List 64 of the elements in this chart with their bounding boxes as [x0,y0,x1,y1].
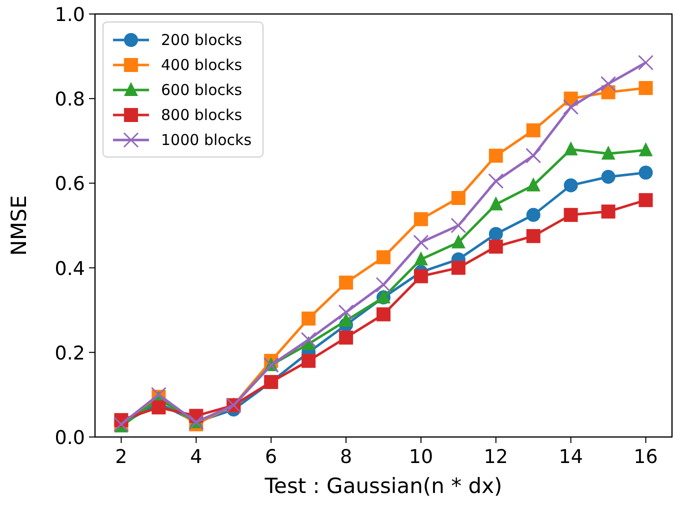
point [376,276,392,292]
point [601,170,616,184]
legend-label: 400 blocks [161,56,242,74]
legend-label: 200 blocks [161,31,242,49]
point [638,54,654,70]
point [152,400,166,414]
point [638,193,653,208]
y-tick-label: 0.8 [54,88,85,111]
point [601,146,616,160]
legend-label: 1000 blocks [161,131,252,149]
point [488,148,503,163]
point [638,81,653,96]
point [414,251,428,266]
y-tick-label: 0.0 [54,427,85,449]
point [451,260,466,275]
point [413,234,429,250]
point [526,208,540,222]
y-tick-label: 0.2 [54,342,85,364]
point [376,250,390,264]
x-tick-label: 8 [340,446,352,468]
point [150,386,166,402]
point [339,330,354,345]
point [451,191,466,206]
point [451,234,466,248]
point [302,354,316,368]
point [339,312,354,327]
x-tick-label: 4 [190,446,202,468]
point [564,208,578,222]
y-tick-label: 0.6 [54,173,85,196]
point [488,226,503,241]
y-tick-label: 0.4 [54,258,85,280]
point [376,307,390,322]
point [302,312,316,326]
x-tick-label: 10 [408,446,434,468]
point [414,269,428,284]
point [563,99,579,115]
x-axis-title: Test : Gaussian(n * dx) [264,474,502,498]
x-tick-label: 6 [265,446,278,468]
point [450,218,466,234]
point [338,304,354,320]
point [339,276,354,290]
legend-label: 800 blocks [161,106,242,124]
point [601,204,616,219]
point [414,212,428,226]
point [488,173,504,189]
point [600,76,616,92]
x-tick-label: 12 [484,446,508,468]
point [526,123,540,138]
point [526,148,542,164]
x-tick-label: 14 [558,446,583,468]
legend-label: 600 blocks [161,81,242,99]
point [564,141,578,156]
x-tick-label: 16 [634,446,658,468]
y-axis-title: NMSE [7,195,31,256]
point [526,229,540,244]
point [300,332,316,348]
y-tick-label: 1.0 [54,4,85,26]
point [526,177,540,192]
x-tick-label: 2 [115,446,128,468]
point [488,240,503,254]
point [638,142,653,156]
point [564,178,578,192]
point [488,196,503,210]
point [638,166,653,180]
